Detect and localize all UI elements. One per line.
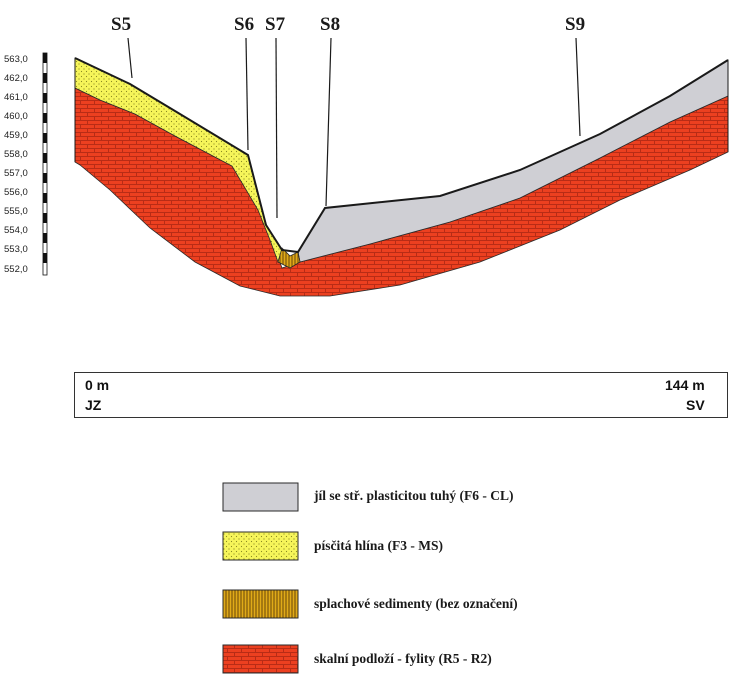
direction-end-label: SV (686, 397, 705, 413)
elevation-label: 553,0 (4, 244, 28, 255)
legend-label-sandy: písčitá hlína (F3 - MS) (314, 538, 444, 553)
probe-label-s7: S7 (265, 14, 286, 35)
probe-line-s9 (575, 37, 581, 137)
elevation-label: 462,0 (4, 73, 28, 84)
probe-line-s6 (245, 37, 249, 151)
legend-swatch-clay (222, 482, 299, 512)
probe-label-s8: S8 (320, 14, 340, 35)
legend-swatch-sandy (222, 531, 299, 561)
elevation-label: 554,0 (4, 225, 28, 236)
elevation-label: 460,0 (4, 111, 28, 122)
legend-label-clay: jíl se stř. plasticitou tuhý (F6 - CL) (314, 488, 514, 503)
elevation-label: 459,0 (4, 130, 28, 141)
elevation-label: 552,0 (4, 264, 28, 275)
elevation-label: 556,0 (4, 187, 28, 198)
elevation-label: 555,0 (4, 206, 28, 217)
elevation-label: 558,0 (4, 149, 28, 160)
direction-start-label: JZ (85, 397, 102, 413)
probe-markers: S5 S6 S7 S8 S9 (111, 14, 585, 219)
distance-start-label: 0 m (85, 377, 110, 393)
elevation-scale-bar (42, 52, 48, 276)
elevation-label: 563,0 (4, 54, 28, 65)
probe-line-s8 (325, 37, 332, 207)
legend-swatches (222, 482, 299, 674)
probe-label-s9: S9 (565, 14, 585, 35)
legend-swatch-bedrock (222, 644, 299, 674)
terrain-surface-line (74, 57, 729, 254)
probe-line-s7 (275, 37, 278, 219)
probe-line-s5 (127, 37, 133, 79)
legend-label-wash: splachové sedimenty (bez označení) (314, 596, 518, 611)
distance-end-label: 144 m (665, 377, 705, 393)
elevation-labels: 563,0 462,0 461,0 460,0 459,0 558,0 557,… (4, 54, 28, 275)
legend-label-bedrock: skalní podloží - fylity (R5 - R2) (314, 651, 492, 666)
legend-swatch-wash (222, 589, 299, 619)
probe-label-s5: S5 (111, 14, 131, 35)
elevation-label: 461,0 (4, 92, 28, 103)
elevation-label: 557,0 (4, 168, 28, 179)
geological-profile (74, 57, 729, 297)
probe-label-s6: S6 (234, 14, 254, 35)
distance-scale-box (74, 372, 728, 418)
